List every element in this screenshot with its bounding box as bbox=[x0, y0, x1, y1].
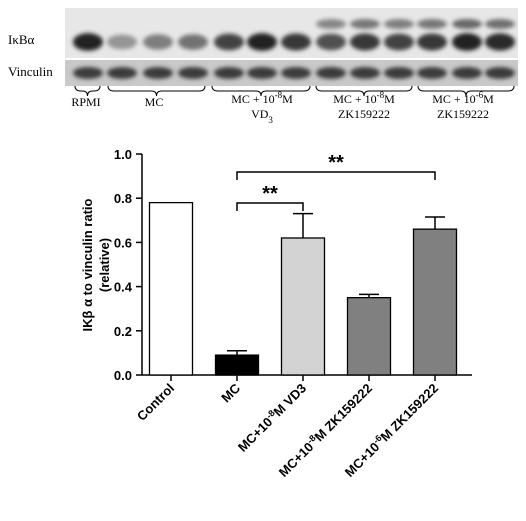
ikba-band bbox=[214, 33, 244, 51]
ikba-band bbox=[178, 34, 208, 50]
group-label-zk6-line2: ZK159222 bbox=[437, 107, 489, 121]
bar-3 bbox=[346, 296, 392, 376]
vinculin-band bbox=[107, 67, 137, 79]
lane-group-brackets bbox=[74, 85, 515, 97]
lane-group-bracket bbox=[107, 85, 206, 97]
ikba-band-upper bbox=[417, 19, 447, 29]
vinculin-row-label: Vinculin bbox=[8, 64, 53, 79]
bar-4 bbox=[412, 228, 458, 376]
vinculin-band bbox=[178, 67, 208, 79]
y-axis-title-line2: (relative) bbox=[97, 238, 112, 292]
x-tick-label-2: MC+10-8M VD3 bbox=[234, 380, 309, 455]
ikba-band bbox=[384, 33, 414, 51]
bar-2 bbox=[280, 237, 326, 376]
group-label-rpmi: RPMI bbox=[71, 95, 100, 109]
y-axis-title-line1: IKβ α to vinculin ratio bbox=[80, 198, 95, 331]
lane-group-bracket bbox=[74, 85, 101, 97]
ikba-band bbox=[350, 33, 380, 51]
ikba-band-upper bbox=[316, 19, 346, 29]
vinculin-band bbox=[452, 67, 482, 79]
y-tick-label: 0.0 bbox=[114, 368, 132, 383]
vinculin-band bbox=[247, 67, 277, 79]
vinculin-band bbox=[281, 67, 311, 79]
ikba-band bbox=[107, 34, 137, 50]
vinculin-band bbox=[485, 67, 515, 79]
vinculin-band bbox=[417, 67, 447, 79]
x-tick-label-1: MC bbox=[218, 380, 243, 405]
group-label-vd3-line2: VD3 bbox=[251, 107, 273, 125]
group-label-vd3-line1: MC + 10-8M bbox=[231, 90, 293, 106]
vinculin-band bbox=[384, 67, 414, 79]
significance-label-1: ** bbox=[328, 152, 344, 174]
y-tick-label: 0.2 bbox=[114, 324, 132, 339]
significance-brackets: ** ** bbox=[236, 152, 436, 211]
group-label-zk8-line1: MC + 10-8M bbox=[333, 90, 395, 106]
bar-chart: 0.0 0.2 0.4 0.6 0.8 1.0 ** ** Control MCMC+10-8… bbox=[80, 147, 472, 480]
lane-group-bracket bbox=[211, 85, 311, 97]
vinculin-band bbox=[350, 67, 380, 79]
ikba-band-upper bbox=[485, 19, 515, 29]
bar-1 bbox=[214, 354, 260, 376]
ikba-band bbox=[73, 33, 103, 51]
ikba-band bbox=[452, 33, 482, 51]
lane-group-bracket bbox=[417, 85, 515, 97]
bars bbox=[148, 201, 458, 376]
bar-0 bbox=[148, 201, 194, 376]
vinculin-band bbox=[143, 67, 173, 79]
group-label-zk6-line1: MC + 10-6M bbox=[432, 90, 494, 106]
ikba-band bbox=[485, 33, 515, 51]
ikba-band bbox=[281, 33, 311, 51]
significance-label-0: ** bbox=[262, 183, 278, 205]
y-tick-label: 0.8 bbox=[114, 191, 132, 206]
ikba-band bbox=[316, 33, 346, 51]
ikba-band-upper bbox=[452, 19, 482, 29]
y-tick-label: 1.0 bbox=[114, 147, 132, 162]
significance-bracket-1 bbox=[236, 171, 436, 180]
vinculin-band bbox=[214, 67, 244, 79]
y-tick-label: 0.4 bbox=[114, 280, 133, 295]
y-axis-ticks: 0.0 0.2 0.4 0.6 0.8 1.0 bbox=[114, 147, 142, 383]
ikba-band-upper bbox=[384, 19, 414, 29]
vinculin-bands bbox=[73, 67, 515, 79]
ikba-band bbox=[143, 34, 173, 50]
vinculin-band bbox=[316, 67, 346, 79]
lane-group-bracket bbox=[315, 85, 413, 97]
ikba-row-label: IκBα bbox=[8, 32, 35, 47]
vinculin-band bbox=[73, 67, 103, 79]
ikba-band bbox=[247, 33, 277, 51]
significance-bracket-0 bbox=[236, 202, 304, 211]
y-tick-label: 0.6 bbox=[114, 235, 132, 250]
ikba-blot-strip bbox=[65, 8, 518, 58]
group-label-zk8-line2: ZK159222 bbox=[338, 107, 390, 121]
x-tick-label-0: Control bbox=[134, 381, 177, 424]
group-label-mc: MC bbox=[145, 95, 164, 109]
ikba-band bbox=[417, 33, 447, 51]
ikba-band-upper bbox=[350, 19, 380, 29]
x-axis-ticks bbox=[170, 375, 436, 381]
error-bars bbox=[227, 212, 445, 356]
ikba-bands bbox=[73, 19, 515, 51]
western-blot: IκBα Vinculin RPMI MC MC + 10-8M VD3 MC … bbox=[8, 8, 518, 125]
